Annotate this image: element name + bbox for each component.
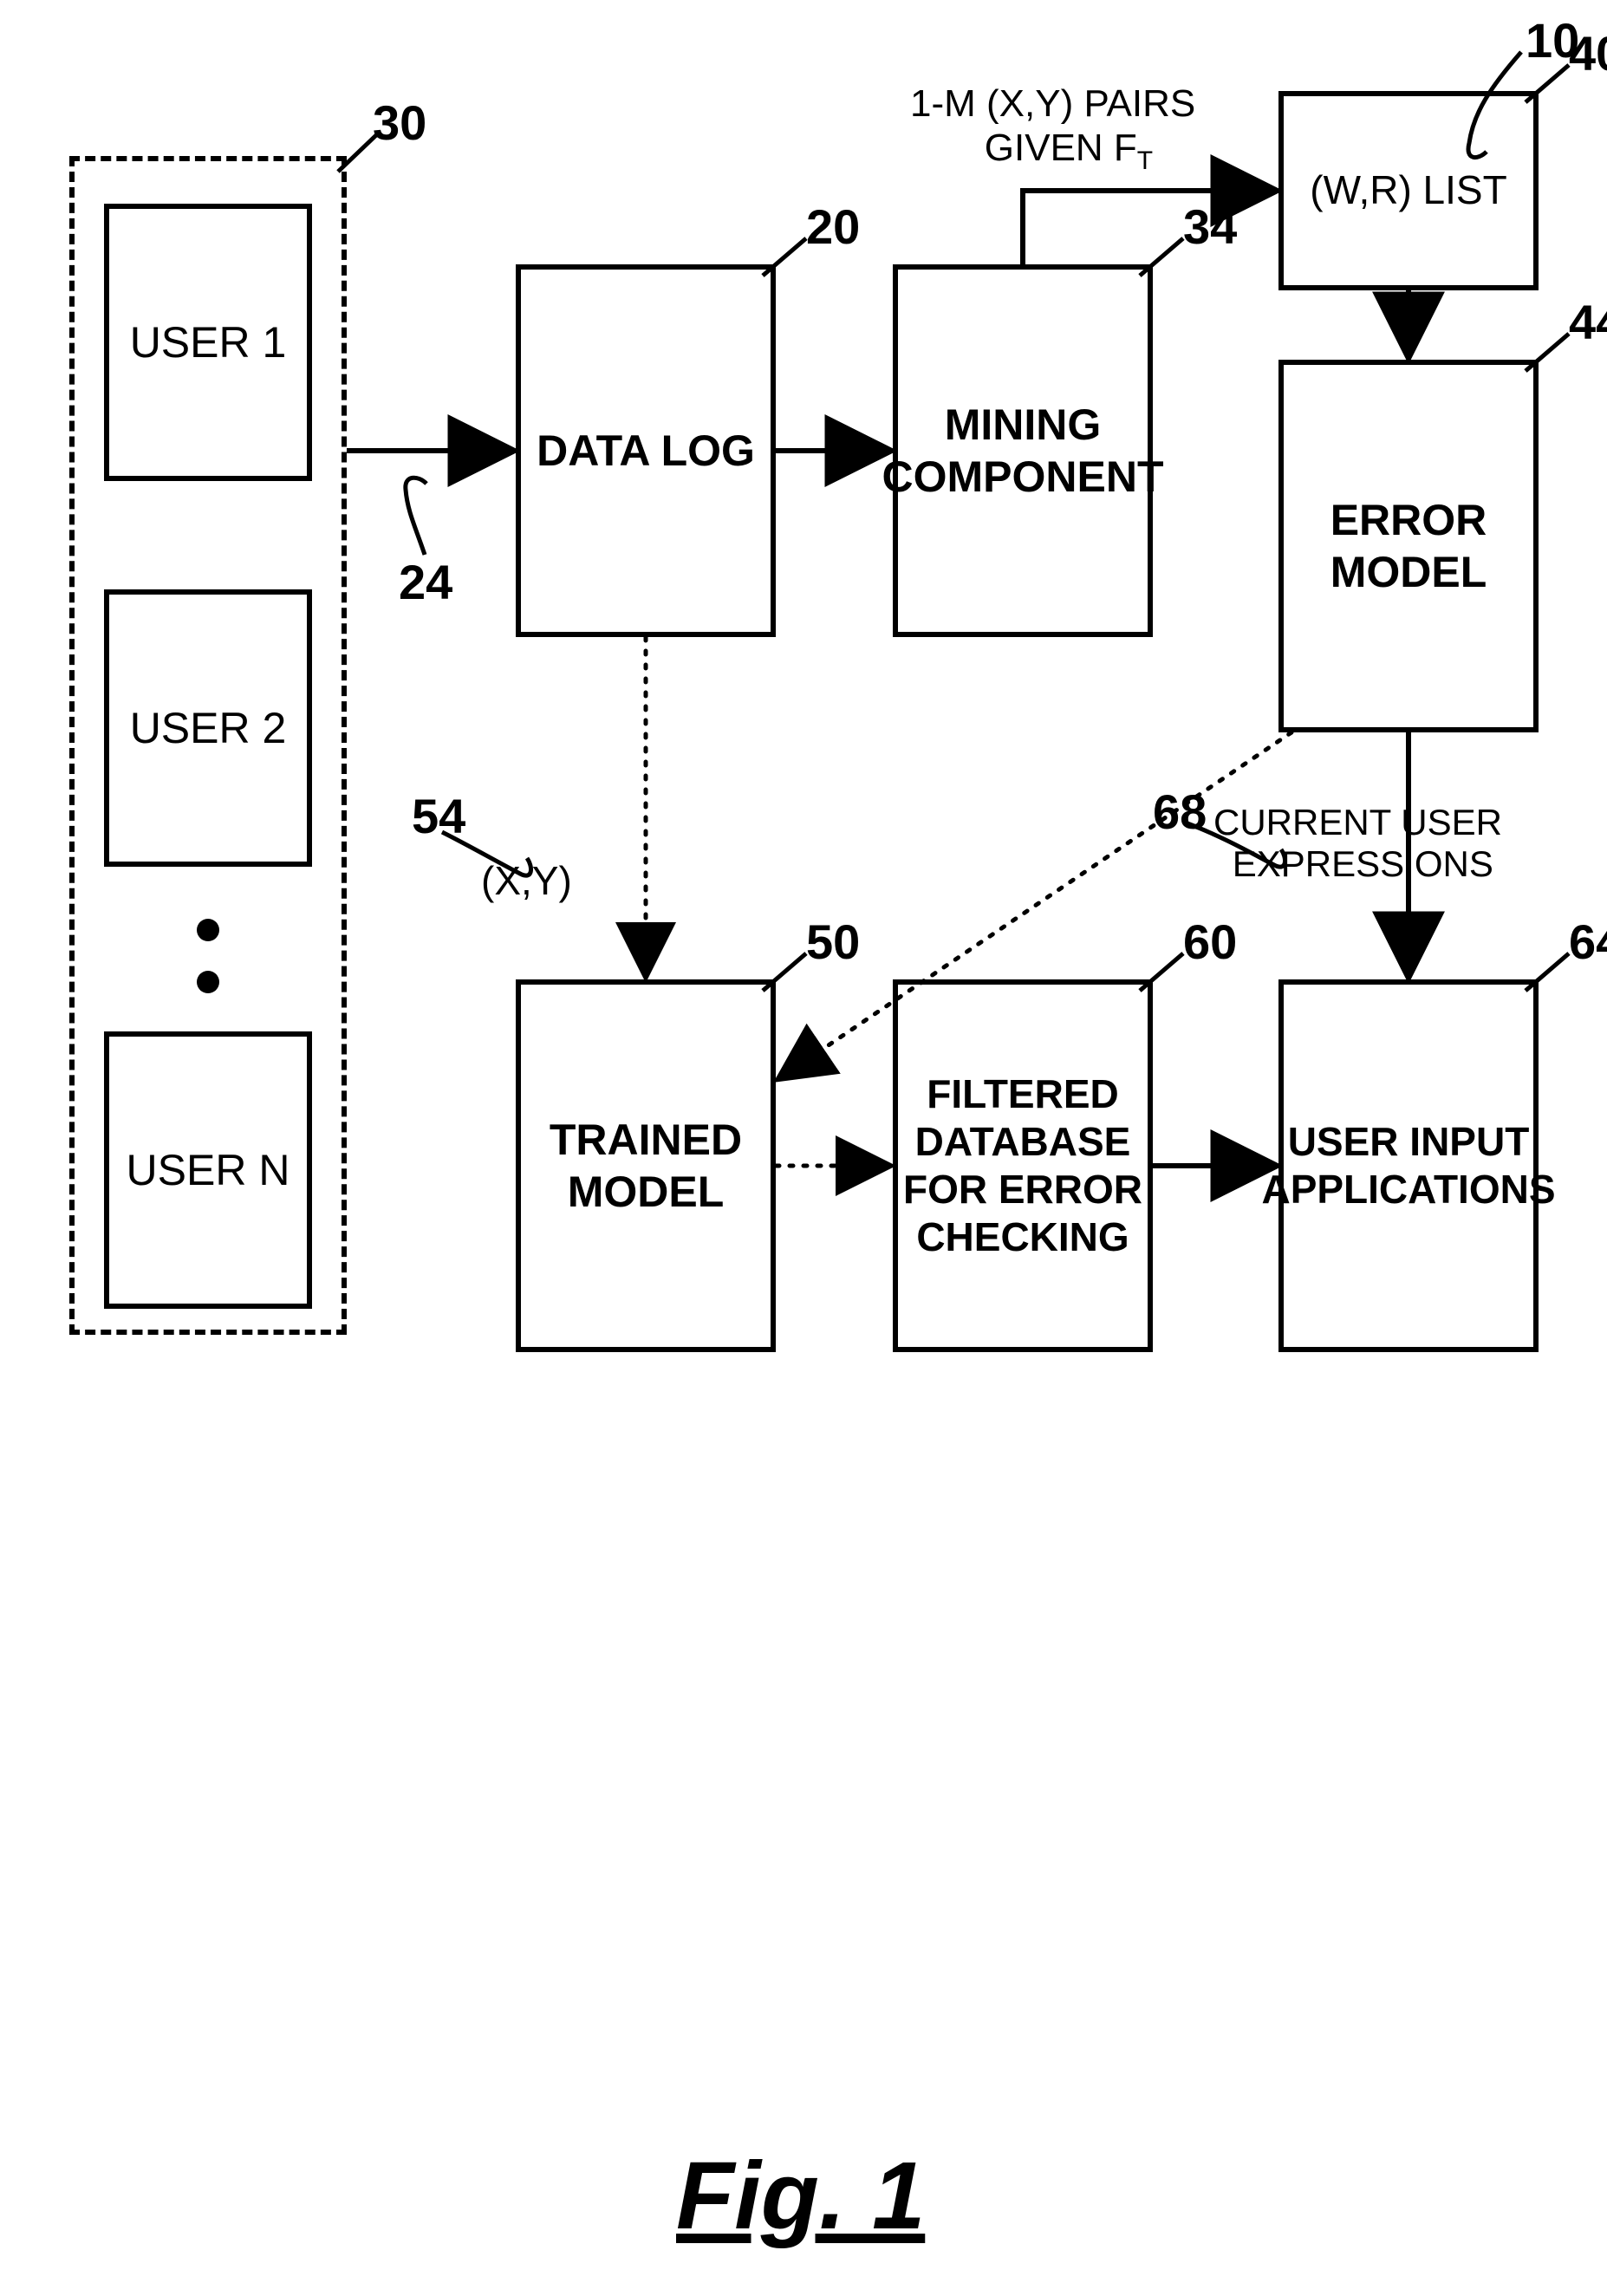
ref-64: 64	[1569, 914, 1607, 970]
filtered-label: FILTERED DATABASE FOR ERROR CHECKING	[898, 1070, 1148, 1262]
ref-40: 40	[1569, 26, 1607, 81]
user2-label: USER 2	[130, 702, 287, 754]
errormodel-label: ERROR MODEL	[1284, 494, 1533, 598]
pairs-label: 1-M (X,Y) PAIRS GIVEN FT	[910, 82, 1195, 176]
filtered-box: FILTERED DATABASE FOR ERROR CHECKING	[893, 979, 1153, 1352]
wrlist-label: (W,R) LIST	[1310, 166, 1506, 214]
datalog-label: DATA LOG	[537, 425, 755, 477]
ref-34: 34	[1183, 199, 1237, 255]
errormodel-box: ERROR MODEL	[1278, 360, 1539, 732]
ref-50: 50	[806, 914, 860, 970]
userN-label: USER N	[127, 1144, 290, 1196]
diagram-canvas: 10 30 USER 1 USER 2 USER N DATA LOG 20 2…	[0, 0, 1607, 2296]
ref-44: 44	[1569, 295, 1607, 350]
xy-label: (X,Y)	[481, 858, 572, 904]
ref-24: 24	[399, 555, 452, 610]
userinput-box: USER INPUT APPLICATIONS	[1278, 979, 1539, 1352]
ref-54: 54	[412, 789, 465, 844]
ref-20: 20	[806, 199, 860, 255]
trained-box: TRAINED MODEL	[516, 979, 776, 1352]
user2-box: USER 2	[104, 589, 312, 867]
edge-mining-wrlist	[1023, 191, 1276, 264]
leader-24	[406, 478, 426, 555]
figure-caption: Fig. 1	[676, 2141, 925, 2251]
trained-label: TRAINED MODEL	[521, 1114, 771, 1218]
ellipsis-dot-1	[197, 919, 219, 941]
user1-box: USER 1	[104, 204, 312, 481]
mining-box: MINING COMPONENT	[893, 264, 1153, 637]
ref-30: 30	[373, 95, 426, 151]
user1-label: USER 1	[130, 316, 287, 368]
wrlist-box: (W,R) LIST	[1278, 91, 1539, 290]
ref-68: 68	[1153, 784, 1207, 840]
userinput-label: USER INPUT APPLICATIONS	[1261, 1118, 1555, 1213]
ellipsis-dot-2	[197, 971, 219, 993]
mining-label: MINING COMPONENT	[882, 399, 1164, 503]
ref-60: 60	[1183, 914, 1237, 970]
curexpr-label: CURRENT USER EXPRESSIONS	[1213, 802, 1502, 886]
userN-box: USER N	[104, 1031, 312, 1309]
datalog-box: DATA LOG	[516, 264, 776, 637]
